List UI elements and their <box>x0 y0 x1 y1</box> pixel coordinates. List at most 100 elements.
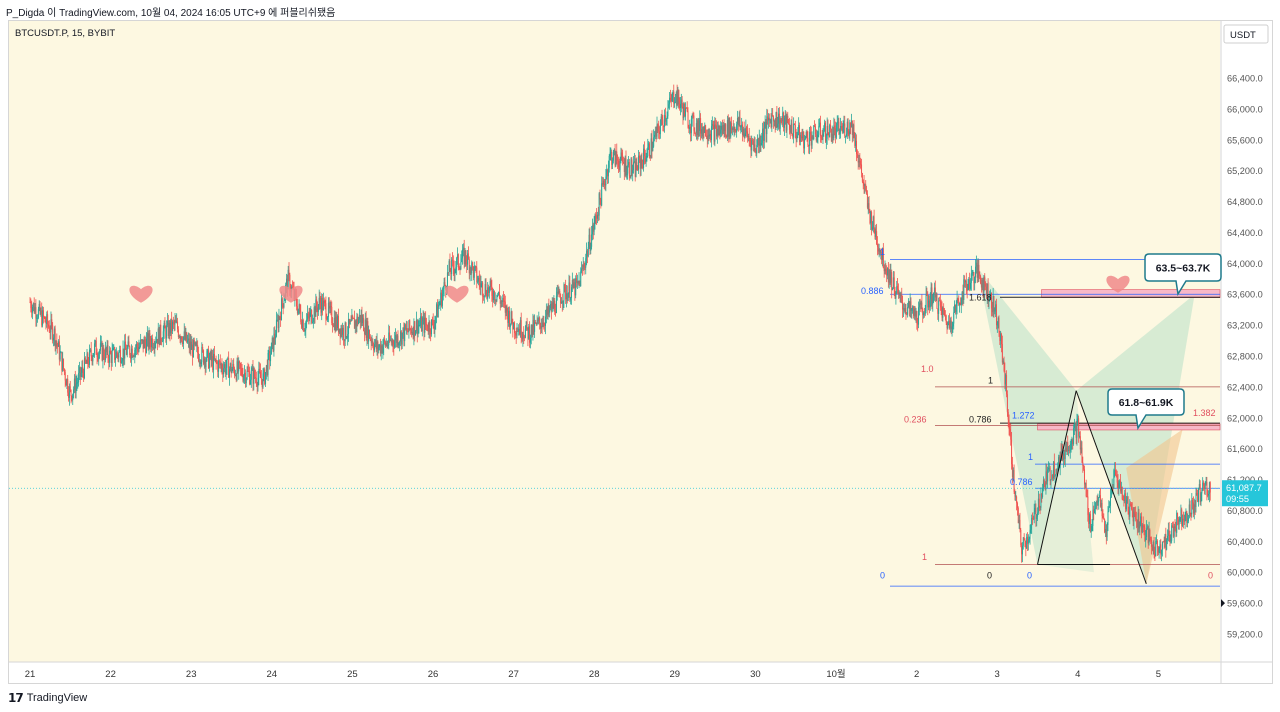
candle-body <box>992 295 994 313</box>
candle-body <box>1016 496 1018 504</box>
candle-body <box>434 321 436 330</box>
candle-body <box>979 273 981 277</box>
candle-body <box>866 193 868 208</box>
candle-body <box>561 301 563 304</box>
candle-body <box>305 322 307 331</box>
candle-body <box>646 156 648 159</box>
candle-body <box>758 137 760 146</box>
candle-body <box>738 117 740 126</box>
candle-body <box>1182 518 1184 526</box>
candle-body <box>757 138 759 146</box>
candle-body <box>720 129 722 134</box>
candle-body <box>1151 539 1153 547</box>
candle-body <box>791 123 793 135</box>
candle-body <box>39 303 41 314</box>
candle-body <box>540 326 542 329</box>
candle-body <box>991 308 993 313</box>
candle-body <box>784 114 786 119</box>
candle-body <box>213 353 215 371</box>
candle-body <box>889 270 891 283</box>
candle-body <box>394 334 396 341</box>
candle-body <box>1163 541 1165 543</box>
candle-body <box>792 134 794 138</box>
candle-body <box>79 367 81 377</box>
candle-body <box>753 144 755 146</box>
tradingview-logo-icon[interactable]: 𝟭𝟳 <box>8 691 24 705</box>
candle-body <box>523 334 525 337</box>
candle-body <box>168 322 170 336</box>
candle-body <box>180 336 182 339</box>
candle-body <box>608 156 610 168</box>
candle-body <box>1116 475 1118 483</box>
candle-body <box>933 292 935 302</box>
candle-body <box>227 358 229 359</box>
candle-body <box>858 160 860 163</box>
candle-body <box>486 294 488 299</box>
candle-body <box>800 134 802 137</box>
x-tick-label: 4 <box>1075 669 1080 680</box>
candle-body <box>461 258 463 263</box>
candle-body <box>850 120 852 128</box>
candle-body <box>138 347 140 352</box>
candle-body <box>412 331 414 338</box>
candle-body <box>253 369 255 384</box>
candle-body <box>120 362 122 364</box>
candle-body <box>1167 530 1169 536</box>
candle-body <box>977 264 979 278</box>
candle-body <box>84 357 86 363</box>
candle-body <box>55 340 57 347</box>
candle-body <box>223 368 225 375</box>
candle-body <box>579 280 581 287</box>
candle-body <box>246 370 248 379</box>
candle-body <box>296 306 298 314</box>
candle-body <box>431 319 433 335</box>
candle-body <box>560 301 562 304</box>
candle-body <box>593 224 595 232</box>
candle-body <box>560 297 562 304</box>
candle-body <box>944 315 946 316</box>
candle-body <box>488 286 490 293</box>
candle-body <box>413 321 415 338</box>
candle-body <box>371 341 373 343</box>
candle-body <box>1087 496 1089 516</box>
candle-body <box>762 128 764 140</box>
brand-label[interactable]: TradingView <box>26 692 88 704</box>
candle-body <box>1041 493 1043 497</box>
y-tick-label: 65,200.0 <box>1227 166 1263 176</box>
candle-body <box>327 302 329 318</box>
candle-body <box>217 362 219 372</box>
candle-body <box>268 351 270 353</box>
candle-body <box>553 300 555 309</box>
candle-body <box>270 354 272 362</box>
candle-body <box>1106 524 1108 538</box>
candle-body <box>297 308 299 314</box>
candle-body <box>1115 475 1117 476</box>
candle-body <box>392 340 394 345</box>
candle-body <box>239 363 241 369</box>
candle-body <box>492 295 494 301</box>
candle-body <box>1122 499 1124 501</box>
candle-body <box>468 259 470 274</box>
candle-body <box>197 352 199 362</box>
candle-body <box>995 304 997 311</box>
candle-body <box>718 125 720 135</box>
candle-body <box>690 126 692 134</box>
candle-body <box>885 268 887 273</box>
candle-body <box>636 162 638 170</box>
candle-body <box>902 302 904 310</box>
candle-body <box>728 118 730 137</box>
candle-body <box>1050 479 1052 482</box>
candle-body <box>995 304 997 326</box>
candle-body <box>596 214 598 219</box>
candle-body <box>913 306 915 316</box>
candle-body <box>855 140 857 146</box>
candle-body <box>213 353 215 360</box>
candle-body <box>645 158 647 163</box>
fib-label-1382: 1.382 <box>1193 408 1216 418</box>
candle-body <box>905 308 907 313</box>
candle-body <box>151 338 153 348</box>
candle-body <box>793 123 795 138</box>
candle-body <box>1066 442 1068 452</box>
candle-body <box>312 319 314 322</box>
